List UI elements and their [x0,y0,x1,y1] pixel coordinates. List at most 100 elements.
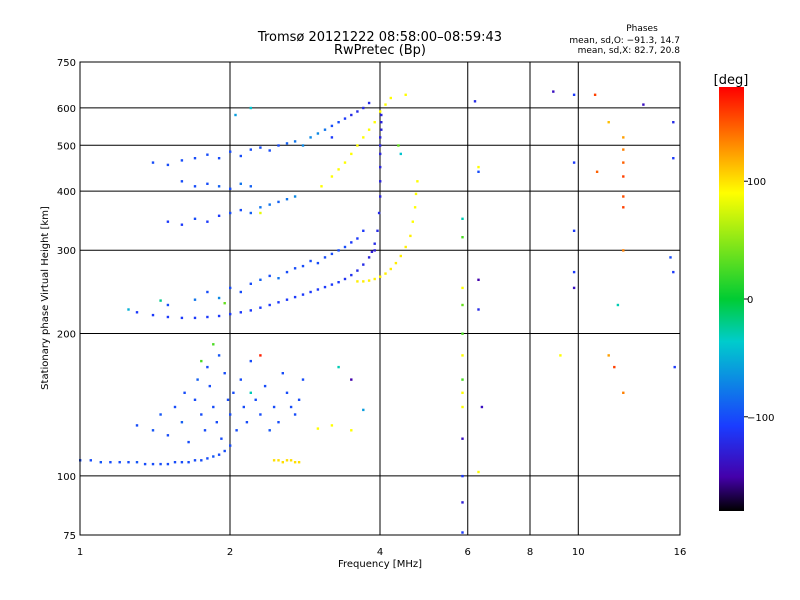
data-point [135,461,139,464]
data-point [242,405,245,409]
data-point [379,180,382,183]
data-point [362,408,365,412]
chart-title: Tromsø 20121222 08:58:00–08:59:43 [257,30,502,45]
data-point [316,288,320,291]
data-point [376,229,379,232]
data-point [206,290,209,294]
x-tick-label: 1 [77,547,83,558]
data-point [159,413,162,416]
data-point [461,354,464,357]
data-point [281,372,284,375]
y-axis-ticks: 75 100 200 300 400 500 600 750 [57,58,76,542]
data-point [245,421,249,424]
plot-frame [79,61,681,536]
data-point [642,103,645,106]
data-point [343,277,347,281]
data-point [217,214,221,217]
data-point [173,405,177,409]
data-point [367,101,371,105]
data-point [151,313,155,317]
data-point [229,187,232,190]
data-point [622,148,625,151]
data-point [480,405,484,409]
stats-line-o: mean, sd,O: −91.3, 14.7 [569,36,680,46]
data-point [301,378,305,381]
y-tick-label: 200 [57,330,76,341]
data-point [249,282,252,285]
colorbar-label: [deg] [714,73,749,88]
data-point [350,273,353,277]
data-point [239,311,242,314]
data-point [477,278,480,281]
data-point [239,208,242,212]
data-point [330,136,334,139]
data-point [203,429,207,432]
data-point [399,152,402,156]
data-point [151,429,155,432]
colorbar [719,87,744,511]
data-point [461,286,464,290]
data-point [370,250,374,253]
data-point [399,254,402,258]
data-point [330,252,334,256]
data-point [229,150,232,153]
data-point [166,315,170,319]
data-point [477,470,480,474]
x-axis-ticks: 1 2 4 6 8 10 16 [77,547,687,558]
data-point [259,354,262,357]
data-point [350,113,353,117]
data-point [572,270,576,274]
data-point [301,144,305,147]
data-point [461,405,464,409]
scatter-points [79,90,676,534]
colorbar-tick-label: 0 [747,295,753,306]
data-point [263,384,267,388]
data-point [350,429,353,432]
data-point [183,391,186,394]
data-point [616,303,620,307]
data-point [268,303,271,307]
data-point [289,459,293,462]
data-point [461,437,464,440]
data-point [384,103,387,106]
data-point [239,290,242,294]
data-point [193,185,197,188]
data-point [285,270,289,274]
data-point [268,274,271,278]
data-point [212,343,215,346]
data-point [229,312,232,316]
data-point [367,279,371,282]
data-point [389,96,392,100]
data-point [394,261,398,265]
data-point [330,283,334,286]
data-point [223,302,226,305]
data-point [277,200,280,204]
data-point [613,365,616,369]
data-point [404,93,407,96]
data-point [206,153,209,156]
data-point [277,459,280,462]
data-point [461,236,464,239]
data-point [350,378,353,381]
data-point [672,157,675,160]
data-point [89,459,92,462]
data-point [622,136,625,139]
data-point [268,149,271,152]
y-axis-label: Stationary phase Virtual Height [km] [40,206,51,390]
data-point [166,462,170,466]
data-point [289,405,293,409]
data-point [99,461,102,464]
data-point [552,90,555,93]
data-point [200,459,203,462]
data-point [212,405,215,409]
data-point [409,234,412,238]
data-point [249,148,252,151]
x-tick-label: 8 [527,547,533,558]
data-point [622,249,625,252]
data-point [595,170,599,173]
y-tick-label: 75 [63,531,76,542]
data-point [151,161,155,164]
data-point [249,391,252,394]
data-point [180,180,184,183]
data-point [277,301,280,304]
